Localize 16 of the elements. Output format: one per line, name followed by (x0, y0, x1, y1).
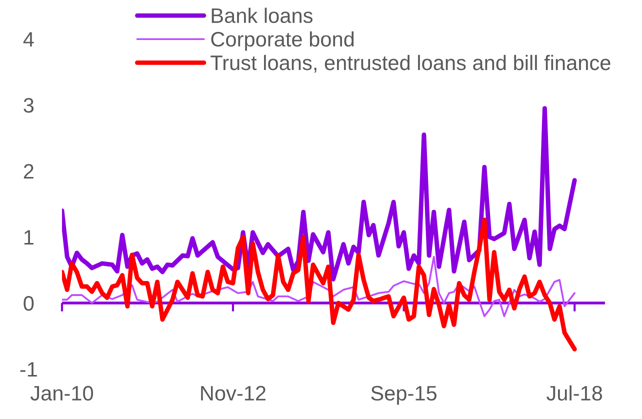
legend-label: Bank loans (212, 8, 312, 24)
x-tick-label: Sep-15 (371, 386, 437, 405)
x-tick-label: Jan-10 (30, 386, 94, 401)
x-tick-label: Jul-18 (546, 385, 602, 401)
x-tick-label: Nov-12 (201, 386, 266, 401)
legend-label: Corporate bond (211, 31, 354, 51)
legend-label: Trust loans, entrusted loans and bill finance (210, 54, 610, 73)
line-series (62, 106, 577, 282)
y-tick-label: -1 (20, 362, 37, 377)
y-tick-label: 0 (24, 296, 34, 311)
line-series (62, 218, 577, 352)
line-series (62, 256, 576, 318)
y-tick-label: 4 (23, 32, 34, 47)
y-tick-label: 1 (24, 230, 34, 245)
y-tick-label: 2 (24, 164, 34, 179)
y-tick-label: 3 (24, 98, 34, 113)
